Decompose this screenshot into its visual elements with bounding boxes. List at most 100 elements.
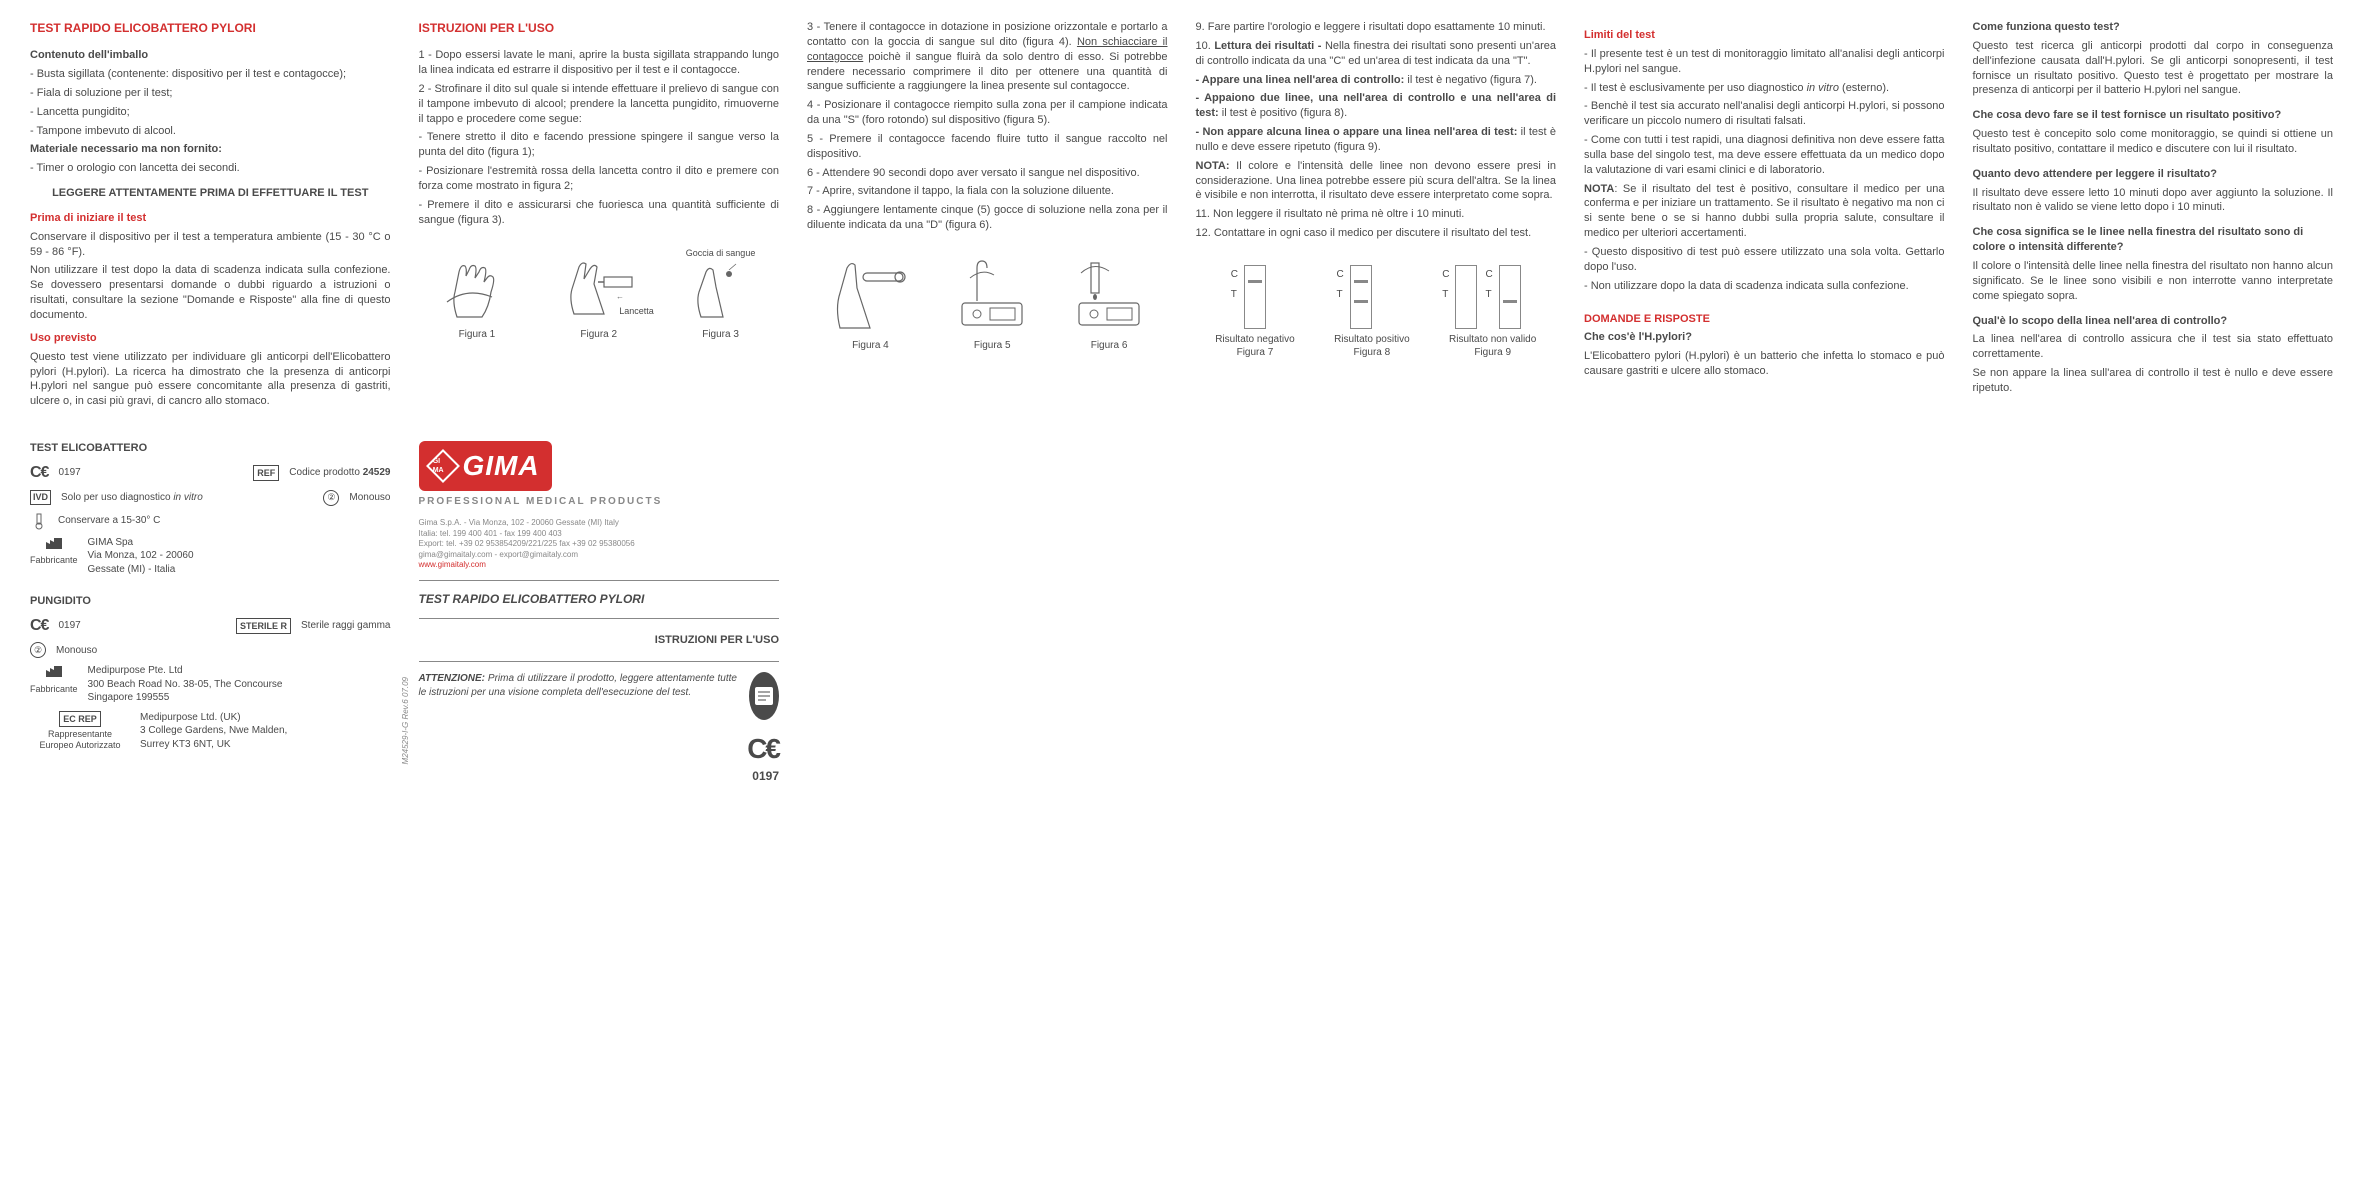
figure-label: Figura 5 (952, 339, 1032, 353)
question: Qual'è lo scopo della linea nell'area di… (1973, 314, 2334, 329)
blood-drop-icon (681, 262, 761, 322)
factory-icon (45, 664, 63, 678)
figure-label: Figura 2 (554, 328, 644, 342)
heading-domande: DOMANDE E RISPOSTE (1584, 312, 1945, 327)
text: - Come con tutti i test rapidi, una diag… (1584, 133, 1945, 178)
text: Non utilizzare il test dopo la data di s… (30, 263, 391, 322)
ref-text: Codice prodotto 24529 (289, 466, 390, 480)
heading-prima: Prima di iniziare il test (30, 211, 391, 226)
answer: Il colore o l'intensità delle linee nell… (1973, 259, 2334, 304)
text: - Fiala di soluzione per il test; (30, 86, 391, 101)
heading-uso: Uso previsto (30, 331, 391, 346)
text: 12. Contattare in ogni caso il medico pe… (1196, 226, 1557, 241)
symbol-row: EC REP Rappresentante Europeo Autorizzat… (30, 711, 391, 752)
gima-diamond-icon: GI MA (426, 449, 460, 483)
heading-test-elicobattero: TEST ELICOBATTERO (30, 441, 391, 456)
question: Che cosa devo fare se il test fornisce u… (1973, 108, 2334, 123)
figure-label: Figura 3 (681, 328, 761, 342)
monouso-text: Monouso (56, 644, 97, 658)
question: Come funziona questo test? (1973, 20, 2334, 35)
hand-icon (437, 252, 517, 322)
answer: Se non appare la linea sull'area di cont… (1973, 366, 2334, 396)
manufacturer-address: Medipurpose Pte. Ltd 300 Beach Road No. … (88, 664, 283, 705)
col-7-symbols: TEST ELICOBATTERO C€ 0197 REF Codice pro… (30, 441, 391, 784)
figure-3: Goccia di sangue Figura 3 (681, 247, 761, 341)
symbol-row: C€ 0197 REF Codice prodotto 24529 (30, 462, 391, 484)
manufacturer-address: GIMA Spa Via Monza, 102 - 20060 Gessate … (88, 536, 194, 577)
col-2-istruzioni: ISTRUZIONI PER L'USO 1 - Dopo essersi la… (419, 20, 780, 413)
col-4-results: 9. Fare partire l'orologio e leggere i r… (1196, 20, 1557, 413)
result-label: Risultato non validoFigura 9 (1449, 333, 1536, 360)
strip-positive: CT (1337, 265, 1372, 329)
text: 9. Fare partire l'orologio e leggere i r… (1196, 20, 1557, 35)
text: - Non appare alcuna linea o appare una l… (1196, 125, 1557, 155)
company-address: Gima S.p.A. - Via Monza, 102 - 20060 Ges… (419, 518, 780, 570)
divider (419, 661, 780, 662)
text: 11. Non leggere il risultato nè prima nè… (1196, 207, 1557, 222)
result-label: Risultato negativoFigura 7 (1215, 333, 1295, 360)
text: - Timer o orologio con lancetta dei seco… (30, 161, 391, 176)
symbol-row: Fabbricante GIMA Spa Via Monza, 102 - 20… (30, 536, 391, 577)
divider (419, 618, 780, 619)
answer: Questo test ricerca gli anticorpi prodot… (1973, 39, 2334, 98)
text: 3 - Tenere il contagocce in dotazione in… (807, 20, 1168, 94)
figure-row-1-3: Figura 1 ← Lancetta Figura 2 Goccia di s… (419, 247, 780, 341)
text: - Tenere stretto il dito e facendo press… (419, 130, 780, 160)
ivd-text: Solo per uso diagnostico in vitro (61, 491, 203, 505)
symbol-row: ② Monouso (30, 642, 391, 658)
answer: L'Elicobattero pylori (H.pylori) è un ba… (1584, 349, 1945, 379)
fabbricante-label: Fabbricante (30, 683, 78, 695)
text: - Il presente test è un test di monitora… (1584, 47, 1945, 77)
result-label: Risultato positivoFigura 8 (1334, 333, 1410, 360)
text: NOTA: Se il risultato del test è positiv… (1584, 182, 1945, 241)
goccia-label: Goccia di sangue (681, 247, 761, 259)
ref-icon: REF (253, 465, 279, 481)
symbol-row: Conservare a 15-30° C (30, 512, 391, 530)
text: Questo test viene utilizzato per individ… (30, 350, 391, 409)
ivd-icon: IVD (30, 490, 51, 504)
heading-contenuto: Contenuto dell'imballo (30, 48, 391, 63)
gima-logo-text: GIMA (463, 447, 540, 485)
strip-negative: CT (1231, 265, 1266, 329)
ec-rep-icon: EC REP (59, 711, 101, 727)
ce-number: 0197 (58, 619, 80, 633)
heading-materiale: Materiale necessario ma non fornito: (30, 142, 391, 157)
read-instructions-icon (749, 672, 779, 720)
text: Conservare il dispositivo per il test a … (30, 230, 391, 260)
answer: La linea nell'area di controllo assicura… (1973, 332, 2334, 362)
text: 2 - Strofinare il dito sul quale si inte… (419, 82, 780, 127)
text: - Appare una linea nell'area di controll… (1196, 73, 1557, 88)
title-istruzioni: ISTRUZIONI PER L'USO (419, 20, 780, 36)
heading-limiti: Limiti del test (1584, 28, 1945, 43)
result-strips-row: CT CT CT CT (1196, 265, 1557, 329)
symbol-row: IVD Solo per uso diagnostico in vitro ② … (30, 490, 391, 506)
figure-row-4-6: Figura 4 Figura 5 Figura 6 (807, 253, 1168, 353)
text: - Lancetta pungidito; (30, 105, 391, 120)
col-5-limiti: Limiti del test - Il presente test è un … (1584, 20, 1945, 413)
device-s-icon (952, 253, 1032, 333)
warning-read: LEGGERE ATTENTAMENTE PRIMA DI EFFETTUARE… (30, 186, 391, 201)
heading-pungidito: PUNGIDITO (30, 594, 391, 609)
figure-1: Figura 1 (437, 252, 517, 342)
footer-ce-row: C€ 0197 (419, 730, 780, 784)
text: 8 - Aggiungere lentamente cinque (5) goc… (807, 203, 1168, 233)
text: - Busta sigillata (contenente: dispositi… (30, 67, 391, 82)
strip-invalid: CT CT (1442, 265, 1520, 329)
figure-label: Figura 4 (825, 339, 915, 353)
answer: Il risultato deve essere letto 10 minuti… (1973, 186, 2334, 216)
question: Che cos'è l'H.pylori? (1584, 330, 1945, 345)
svg-text:←: ← (616, 292, 624, 301)
lancetta-label: Lancetta (554, 305, 654, 317)
ce-number: 0197 (747, 768, 779, 784)
question: Che cosa significa se le linee nella fin… (1973, 225, 2334, 255)
divider (419, 580, 780, 581)
text: - Premere il dito e assicurarsi che fuor… (419, 198, 780, 228)
title-test: TEST RAPIDO ELICOBATTERO PYLORI (30, 20, 391, 36)
website-link[interactable]: www.gimaitaly.com (419, 560, 486, 569)
dropper-finger-icon (825, 253, 915, 333)
text: NOTA: Il colore e l'intensità delle line… (1196, 159, 1557, 204)
figure-4: Figura 4 (825, 253, 915, 353)
col-3-steps: 3 - Tenere il contagocce in dotazione in… (807, 20, 1168, 413)
sterile-icon: STERILE R (236, 618, 291, 634)
ce-mark-icon: C€ (30, 462, 48, 484)
